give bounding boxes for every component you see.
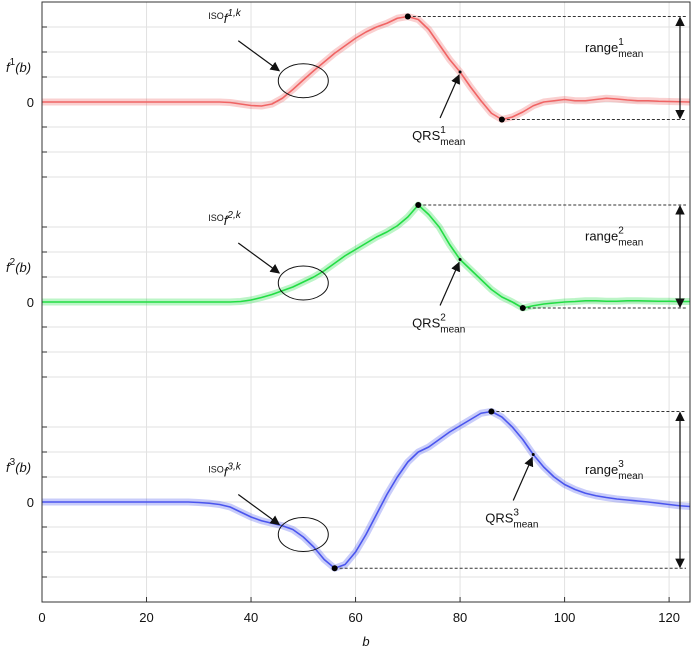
annotation-sup: 1,k xyxy=(227,8,241,19)
annotation-base: f xyxy=(224,213,229,228)
annotation: range3 mean xyxy=(585,459,643,482)
annotation-base: range xyxy=(585,229,618,244)
line-series xyxy=(42,204,690,309)
iso-ellipse xyxy=(277,517,329,552)
annotation-sup: 3 xyxy=(618,459,624,470)
line-series xyxy=(42,410,691,570)
annotation: QRS1 mean xyxy=(412,125,465,148)
annotation-sup: 1 xyxy=(10,57,16,68)
annotation-sub: mean xyxy=(618,49,643,60)
annotation: ISOf1,k xyxy=(208,8,241,26)
line-band xyxy=(42,408,691,572)
annotation-sup: 2 xyxy=(618,226,624,237)
line-series xyxy=(42,15,691,121)
x-tick-label: 0 xyxy=(38,610,45,625)
annotation-base: QRS xyxy=(485,511,514,526)
y-tick-label: 0 xyxy=(27,295,34,310)
marker xyxy=(458,70,462,74)
annotation-sub: mean xyxy=(618,471,643,482)
annotation-base: QRS xyxy=(412,316,441,331)
arrow xyxy=(237,40,281,72)
annotation-sup: 1 xyxy=(618,37,624,48)
annotation-arg: (b) xyxy=(15,260,31,275)
annotation-base: f xyxy=(6,460,11,475)
x-axis-label: b xyxy=(362,634,369,649)
annotation-sup: 3,k xyxy=(227,462,241,473)
annotation-base: f xyxy=(224,11,229,26)
x-tick-label: 20 xyxy=(139,610,153,625)
x-tick-label: 60 xyxy=(348,610,362,625)
x-tick-label: 40 xyxy=(244,610,258,625)
iso-ellipse xyxy=(277,63,329,99)
arrow xyxy=(439,261,460,306)
arrow xyxy=(237,242,281,274)
annotation: QRS2 mean xyxy=(412,313,465,336)
marker xyxy=(498,116,505,123)
annotation-prefix: ISO xyxy=(208,11,224,21)
annotation: ISOf3,k xyxy=(208,462,241,480)
annotation-sup: 2 xyxy=(10,257,16,268)
annotation: ISOf2,k xyxy=(208,210,241,228)
marker xyxy=(531,453,535,456)
x-tick-label: 100 xyxy=(554,610,576,625)
marker xyxy=(519,305,526,311)
annotation-base: f xyxy=(6,260,11,275)
annotation-prefix: ISO xyxy=(208,465,224,475)
annotation-base: f xyxy=(6,60,11,75)
annotation-base: QRS xyxy=(412,128,441,143)
marker xyxy=(331,565,338,572)
annotation-sub: mean xyxy=(440,137,465,148)
annotation-sup: 3 xyxy=(10,457,16,468)
annotation: f1(b) xyxy=(6,57,31,75)
annotation-arg: (b) xyxy=(15,460,31,475)
arrow xyxy=(237,494,281,526)
annotation-base: f xyxy=(224,465,229,480)
annotation-sub: mean xyxy=(440,325,465,336)
annotation: range2 mean xyxy=(585,226,643,249)
marker xyxy=(415,202,422,208)
y-tick-label: 0 xyxy=(27,95,34,110)
annotation-sup: 3 xyxy=(513,508,519,519)
annotation-sub: mean xyxy=(513,520,538,531)
annotation-sup: 2 xyxy=(440,313,446,324)
annotation-sub: mean xyxy=(618,238,643,249)
annotation-arg: (b) xyxy=(15,60,31,75)
line-band xyxy=(42,201,690,312)
annotation: f3(b) xyxy=(6,457,31,475)
y-tick-label: 0 xyxy=(27,495,34,510)
marker xyxy=(404,13,411,20)
arrow xyxy=(512,456,534,501)
iso-ellipse xyxy=(277,265,329,301)
plot-frame xyxy=(41,1,691,603)
marker xyxy=(458,258,462,261)
arrow xyxy=(439,74,460,119)
annotation-base: range xyxy=(585,40,618,55)
annotation: f2(b) xyxy=(6,257,31,275)
annotation: range1 mean xyxy=(585,37,643,60)
x-tick-label: 80 xyxy=(453,610,467,625)
marker xyxy=(488,408,495,415)
annotation: QRS3 mean xyxy=(485,508,538,531)
annotation-prefix: ISO xyxy=(208,213,224,223)
annotation-sup: 2,k xyxy=(226,210,241,221)
x-tick-label: 120 xyxy=(658,610,680,625)
annotation-base: range xyxy=(585,462,618,477)
annotation-sup: 1 xyxy=(440,125,446,136)
